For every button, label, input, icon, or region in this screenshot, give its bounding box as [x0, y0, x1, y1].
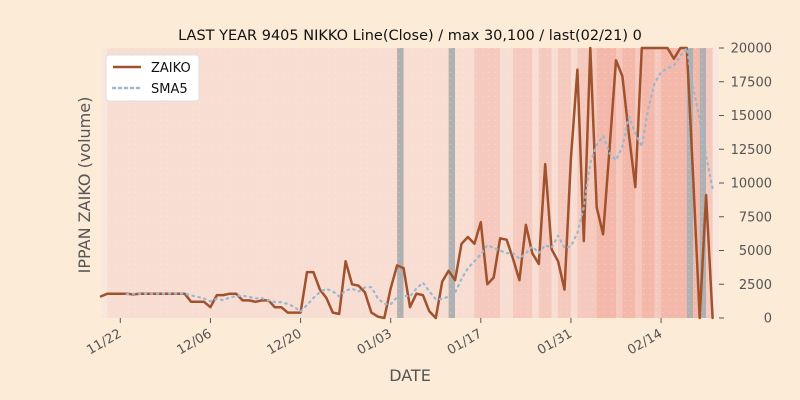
band-7: [513, 48, 533, 318]
legend-label-sma5: SMA5: [151, 82, 188, 97]
band-2: [403, 48, 449, 318]
y-tick-label: 12500: [731, 143, 772, 158]
band-15: [616, 48, 623, 318]
band-3: [448, 48, 456, 318]
band-12: [570, 48, 578, 318]
band-23: [699, 48, 707, 318]
x-axis-ticks: 11/22 12/06 12/20 01/03 01/17 01/31 02/14: [84, 318, 665, 358]
y-axis-label: IPPAN ZAIKO (volume): [75, 97, 94, 274]
series-line-zaiko: [99, 46, 714, 320]
x-tick-label: 12/20: [265, 326, 305, 358]
legend-label-zaiko: ZAIKO: [151, 61, 191, 76]
band-19: [654, 48, 662, 318]
band-1: [397, 48, 404, 318]
y-tick-label: 10000: [731, 177, 772, 192]
x-tick-label: 02/14: [625, 326, 665, 358]
band-6: [500, 48, 513, 318]
band-17: [635, 48, 642, 318]
band-4: [455, 48, 475, 318]
band-22: [693, 48, 700, 318]
y-tick-label: 17500: [731, 75, 772, 90]
series-line-sma5: [125, 46, 714, 313]
legend: ZAIKO SMA5: [105, 54, 200, 102]
x-tick-label: 12/06: [174, 326, 214, 358]
band-13: [577, 48, 597, 318]
y-tick-label: 5000: [739, 244, 772, 259]
x-tick-label: 01/31: [535, 326, 575, 358]
y-tick-label: 7500: [739, 210, 772, 225]
chart-title: LAST YEAR 9405 NIKKO Line(Close) / max 3…: [178, 28, 642, 44]
y-tick-label: 2500: [739, 278, 772, 293]
x-tick-label: 01/17: [445, 326, 485, 358]
y-axis-ticks: 0 2500 5000 7500 10000 12500 15000 17500 20000: [719, 42, 772, 327]
y-tick-label: 20000: [731, 42, 772, 57]
band-24: [706, 48, 713, 318]
x-axis-label: DATE: [389, 366, 431, 385]
band-20: [661, 48, 687, 318]
x-tick-label: 11/22: [84, 326, 124, 358]
band-18: [641, 48, 655, 318]
band-10: [551, 48, 559, 318]
band-11: [558, 48, 571, 318]
band-21: [686, 48, 694, 318]
x-tick-label: 01/03: [355, 326, 395, 358]
y-tick-label: 15000: [731, 109, 772, 124]
series-layer: [99, 46, 714, 320]
band-8: [532, 48, 539, 318]
y-tick-label: 0: [764, 312, 772, 327]
